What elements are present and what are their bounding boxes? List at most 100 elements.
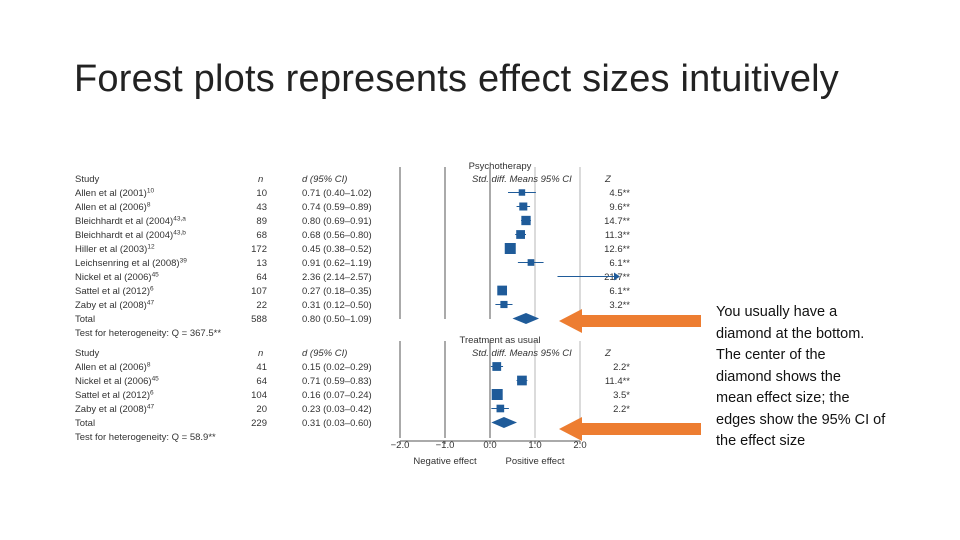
- effect-marker: [492, 362, 502, 371]
- note-line: diamond shows the: [716, 368, 841, 385]
- panel-heading: Treatment as usual: [460, 335, 541, 346]
- study-label: Zaby et al (2008)47: [75, 300, 154, 312]
- column-header-plot: Std. diff. Means 95% CI: [472, 174, 572, 185]
- n-value: 43: [256, 202, 267, 213]
- explanation-note: You usually have a diamond at the bottom…: [716, 302, 916, 453]
- z-value: 14.7**: [604, 216, 630, 227]
- z-value: 12.6**: [604, 244, 630, 255]
- d-ci-value: 2.36 (2.14–2.57): [302, 272, 372, 283]
- note-line: edges show the 95% CI of: [716, 411, 886, 428]
- column-header-n: n: [258, 174, 263, 185]
- column-header-plot: Std. diff. Means 95% CI: [472, 348, 572, 359]
- x-tick-label: −2.0: [391, 440, 410, 451]
- d-ci-value: 0.15 (0.02–0.29): [302, 362, 372, 373]
- study-label: Sattel et al (2012)6: [75, 286, 154, 298]
- x-tick-label: −1.0: [436, 440, 455, 451]
- total-diamond: [512, 313, 540, 324]
- total-n: 588: [251, 314, 267, 325]
- z-value: 6.1**: [609, 258, 630, 269]
- z-value: 4.5**: [609, 188, 630, 199]
- d-ci-value: 0.71 (0.40–1.02): [302, 188, 372, 199]
- effect-marker: [500, 300, 508, 309]
- column-header-d: d (95% CI): [302, 174, 347, 185]
- d-ci-value: 0.74 (0.59–0.89): [302, 202, 372, 213]
- n-value: 104: [251, 390, 267, 401]
- n-value: 22: [256, 300, 267, 311]
- x-tick-label: 0.0: [483, 440, 496, 451]
- z-value: 3.2**: [609, 300, 630, 311]
- n-value: 13: [256, 258, 267, 269]
- forest-plot: Psychotherapy Study n d (95% CI) Std. diff. …: [70, 155, 655, 473]
- x-axis-negative-label: Negative effect: [413, 456, 477, 467]
- note-line: mean effect size; the: [716, 390, 850, 406]
- study-label: Nickel et al (2006)45: [75, 272, 159, 284]
- slide-title: Forest plots represents effect sizes int…: [74, 58, 839, 100]
- n-value: 64: [256, 376, 267, 387]
- note-line: the effect size: [716, 433, 806, 449]
- effect-marker: [519, 202, 528, 211]
- heterogeneity-test: Test for heterogeneity: Q = 58.9**: [75, 432, 216, 443]
- note-line: You usually have a: [716, 304, 838, 320]
- z-value: 2.2*: [613, 404, 630, 415]
- z-value: 11.4**: [605, 376, 630, 387]
- column-header-study: Study: [75, 348, 100, 359]
- d-ci-value: 0.68 (0.56–0.80): [302, 230, 372, 241]
- arrow-to-total-diamond-2: [559, 417, 701, 441]
- d-ci-value: 0.23 (0.03–0.42): [302, 404, 372, 415]
- column-header-n: n: [258, 348, 263, 359]
- note-line: The center of the: [716, 347, 826, 363]
- offscale-arrow: [614, 272, 620, 281]
- effect-marker: [527, 259, 535, 266]
- study-label: Zaby et al (2008)47: [75, 404, 154, 416]
- study-label: Sattel et al (2012)6: [75, 390, 154, 402]
- column-header-d: d (95% CI): [302, 348, 347, 359]
- effect-marker: [491, 389, 503, 400]
- n-value: 68: [256, 230, 267, 241]
- n-value: 41: [256, 362, 267, 373]
- study-label: Allen et al (2001)10: [75, 188, 154, 200]
- z-value: 9.6**: [609, 202, 630, 213]
- x-axis-positive-label: Positive effect: [506, 456, 565, 467]
- d-ci-value: 0.71 (0.59–0.83): [302, 376, 372, 387]
- arrow-shape: [559, 309, 701, 333]
- effect-marker: [518, 189, 526, 196]
- study-label: Allen et al (2006)8: [75, 202, 151, 214]
- column-header-z: Z: [604, 174, 612, 185]
- n-value: 89: [256, 216, 267, 227]
- effect-marker: [521, 215, 531, 226]
- effect-marker: [497, 285, 508, 296]
- n-value: 172: [251, 244, 267, 255]
- study-label: Leichsenring et al (2008)39: [75, 258, 187, 270]
- total-label: Total: [75, 418, 95, 429]
- study-label: Allen et al (2006)8: [75, 362, 151, 374]
- z-value: 6.1**: [609, 286, 630, 297]
- n-value: 10: [256, 188, 267, 199]
- arrow-to-total-diamond-1: [559, 309, 701, 333]
- study-label: Bleichhardt et al (2004)43,b: [75, 230, 186, 242]
- z-value: 2.2*: [613, 362, 630, 373]
- n-value: 107: [251, 286, 267, 297]
- n-value: 64: [256, 272, 267, 283]
- z-value: 11.3**: [605, 230, 630, 241]
- forest-plot-svg: Psychotherapy Study n d (95% CI) Std. diff. …: [75, 161, 630, 467]
- effect-marker: [504, 243, 516, 254]
- n-value: 20: [256, 404, 267, 415]
- effect-marker: [517, 375, 527, 386]
- total-d-ci: 0.80 (0.50–1.09): [302, 314, 372, 325]
- total-diamond: [491, 417, 517, 428]
- column-header-z: Z: [604, 348, 612, 359]
- study-label: Bleichhardt et al (2004)43,a: [75, 216, 186, 228]
- total-n: 229: [251, 418, 267, 429]
- arrow-shape: [559, 417, 701, 441]
- d-ci-value: 0.31 (0.12–0.50): [302, 300, 372, 311]
- d-ci-value: 0.16 (0.07–0.24): [302, 390, 372, 401]
- d-ci-value: 0.91 (0.62–1.19): [302, 258, 372, 269]
- note-line: diamond at the bottom.: [716, 325, 865, 342]
- study-label: Nickel et al (2006)45: [75, 376, 159, 388]
- column-header-study: Study: [75, 174, 100, 185]
- study-label: Hiller et al (2003)12: [75, 244, 155, 256]
- d-ci-value: 0.80 (0.69–0.91): [302, 216, 372, 227]
- heterogeneity-test: Test for heterogeneity: Q = 367.5**: [75, 328, 221, 339]
- total-d-ci: 0.31 (0.03–0.60): [302, 418, 372, 429]
- panel-heading: Psychotherapy: [469, 161, 532, 172]
